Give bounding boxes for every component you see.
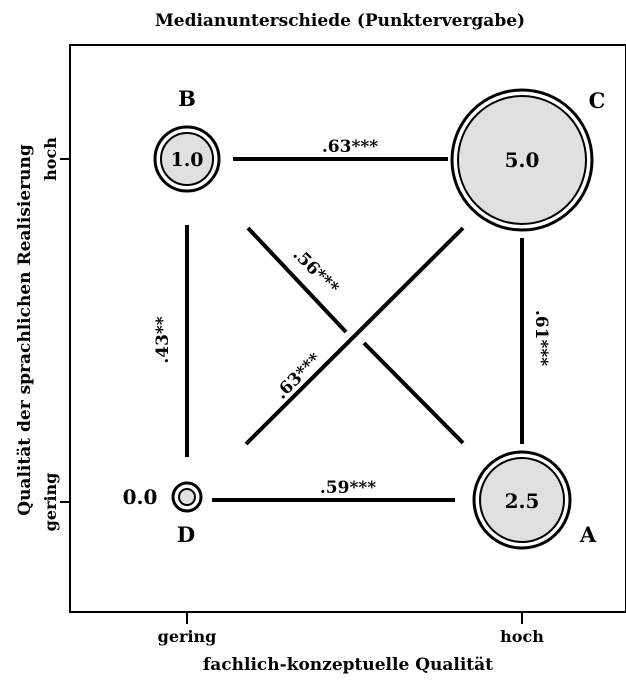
diagram-title: Medianunterschiede (Punktervergabe) <box>155 11 525 31</box>
node-c-letter: C <box>589 88 606 113</box>
x-axis-label: fachlich-konzeptuelle Qualität <box>203 655 493 675</box>
edge-b-a-upper <box>246 226 348 334</box>
plot-frame <box>69 44 626 613</box>
y-tick-label-hoch: hoch <box>41 137 60 181</box>
node-a-value: 2.5 <box>505 489 540 513</box>
edge-label-b-c: .63*** <box>322 137 378 157</box>
x-tick-label-gering: gering <box>158 627 217 646</box>
edge-label-d-a: .59*** <box>320 478 376 498</box>
node-d-inner-circle <box>178 488 196 506</box>
node-d-value: 0.0 <box>123 485 158 509</box>
edge-label-b-a: .56*** <box>289 245 343 299</box>
node-a: 2.5 A <box>472 450 597 550</box>
node-b-inner-circle <box>160 132 214 186</box>
node-b-value: 1.0 <box>170 149 203 171</box>
y-tick-label-gering: gering <box>41 473 60 532</box>
node-b: 1.0 B <box>153 86 221 193</box>
node-c-inner-circle <box>457 95 587 225</box>
node-a-letter: A <box>579 522 597 547</box>
edge-d-c <box>244 226 465 446</box>
y-axis-label: Qualität der sprachlichen Realisierung <box>15 144 35 516</box>
edge-b-a-lower <box>362 341 465 445</box>
node-b-letter: B <box>178 86 196 111</box>
edge-label-c-a: .61*** <box>531 310 551 366</box>
edge-label-d-c: .63*** <box>272 349 326 403</box>
node-c: 5.0 C <box>450 88 606 232</box>
node-a-inner-circle <box>479 457 565 543</box>
edge-label-b-d: .43** <box>153 316 173 363</box>
x-tick-label-hoch: hoch <box>500 627 544 646</box>
node-c-value: 5.0 <box>505 148 540 172</box>
node-d-letter: D <box>177 522 195 547</box>
node-d: 0.0 D <box>123 481 203 547</box>
